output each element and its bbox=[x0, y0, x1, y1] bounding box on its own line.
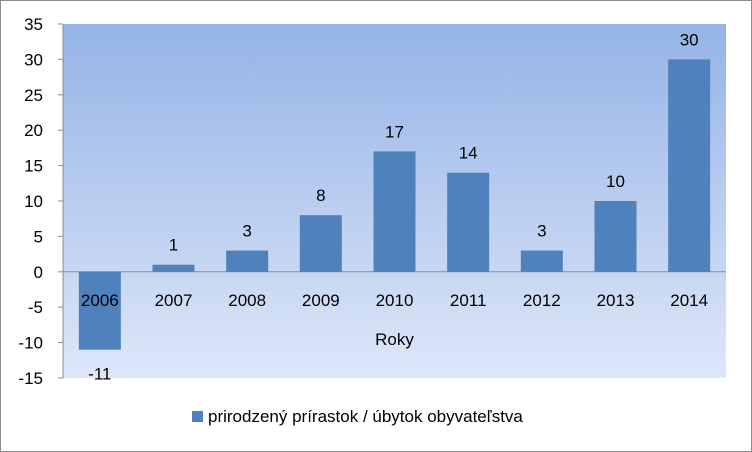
bar-2010 bbox=[373, 151, 416, 272]
data-labels: -11 1 3 8 17 14 3 10 30 bbox=[88, 30, 698, 383]
x-tick-label-2008: 2008 bbox=[228, 291, 266, 310]
data-label-2012: 3 bbox=[537, 222, 546, 241]
x-tick-label-2013: 2013 bbox=[597, 291, 635, 310]
legend: prirodzený prírastok / úbytok obyvateľst… bbox=[192, 407, 523, 426]
y-tick-label: 30 bbox=[24, 50, 43, 69]
bar-2011 bbox=[447, 172, 490, 272]
x-tick-label-2007: 2007 bbox=[155, 291, 193, 310]
x-axis: 2006 2007 2008 2009 2010 2011 2012 2013 2014 bbox=[81, 291, 708, 310]
bar-2006 bbox=[78, 271, 121, 350]
x-tick-label-2011: 2011 bbox=[450, 291, 487, 310]
bar-2013 bbox=[594, 201, 637, 272]
bar-series bbox=[78, 59, 711, 350]
y-tick-label: 0 bbox=[34, 263, 43, 282]
x-tick-label-2012: 2012 bbox=[523, 291, 561, 310]
y-tick-label: -5 bbox=[28, 298, 43, 317]
y-tick-label: 25 bbox=[24, 86, 43, 105]
bar-2009 bbox=[299, 215, 342, 272]
data-label-2008: 3 bbox=[242, 222, 251, 241]
data-label-2010: 17 bbox=[385, 122, 404, 141]
legend-label: prirodzený prírastok / úbytok obyvateľst… bbox=[208, 407, 523, 426]
data-label-2013: 10 bbox=[606, 172, 625, 191]
y-tick-label: 20 bbox=[24, 121, 43, 140]
x-tick-label-2006: 2006 bbox=[81, 291, 119, 310]
y-tick-label: 35 bbox=[24, 15, 43, 34]
data-label-2007: 1 bbox=[169, 236, 178, 255]
legend-swatch bbox=[192, 411, 203, 422]
y-tick-label: 10 bbox=[24, 192, 43, 211]
data-label-2011: 14 bbox=[459, 144, 478, 163]
y-tick-label: 5 bbox=[34, 227, 43, 246]
x-axis-title: Roky bbox=[375, 330, 414, 349]
data-label-2006: -11 bbox=[88, 365, 111, 384]
y-tick-label: -10 bbox=[18, 334, 43, 353]
x-tick-label-2010: 2010 bbox=[376, 291, 414, 310]
data-label-2009: 8 bbox=[316, 186, 325, 205]
y-tick-label: 15 bbox=[24, 157, 43, 176]
y-axis: -15 -10 -5 0 5 10 15 20 25 30 35 bbox=[18, 15, 63, 388]
x-tick-label-2014: 2014 bbox=[670, 291, 708, 310]
bar-2012 bbox=[520, 250, 563, 272]
x-tick-label-2009: 2009 bbox=[302, 291, 340, 310]
y-tick-label: -15 bbox=[18, 369, 43, 388]
bar-2008 bbox=[226, 250, 269, 272]
data-label-2014: 30 bbox=[680, 30, 699, 49]
bar-2007 bbox=[152, 264, 195, 272]
bar-2014 bbox=[668, 59, 711, 272]
